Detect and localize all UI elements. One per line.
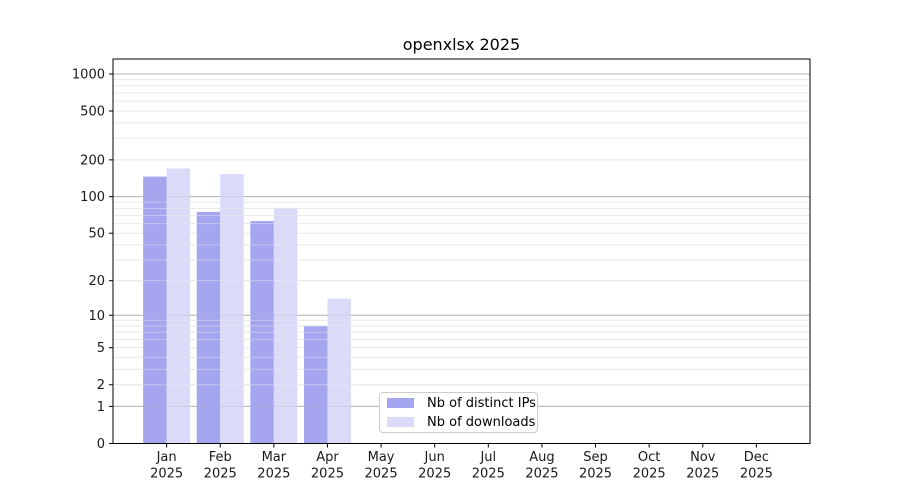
x-tick-label-month: Sep bbox=[583, 450, 608, 465]
y-tick-label: 200 bbox=[80, 153, 105, 168]
x-tick-label-year: 2025 bbox=[311, 467, 344, 482]
x-tick-label-month: May bbox=[368, 450, 395, 465]
x-tick-label-month: Dec bbox=[744, 450, 769, 465]
bar-downloads bbox=[166, 168, 191, 444]
x-tick-label-month: Jan bbox=[156, 450, 177, 465]
x-tick-label-year: 2025 bbox=[150, 467, 183, 482]
legend-label-distinct-ips: Nb of distinct IPs bbox=[427, 395, 536, 411]
bar-downloads bbox=[273, 207, 298, 444]
legend-swatch-downloads bbox=[387, 417, 414, 427]
bar-distinct-ips bbox=[143, 176, 167, 444]
bar-downloads bbox=[327, 298, 351, 444]
y-tick-label: 100 bbox=[80, 190, 105, 205]
x-tick-label-year: 2025 bbox=[686, 467, 719, 482]
plot-border bbox=[112, 58, 811, 444]
y-tick-label: 1000 bbox=[72, 68, 105, 83]
legend: Nb of distinct IPs Nb of downloads bbox=[379, 392, 538, 433]
x-tick-label-month: Jun bbox=[424, 450, 445, 465]
y-tick-label: 0 bbox=[97, 437, 105, 452]
legend-label-downloads: Nb of downloads bbox=[427, 414, 536, 430]
x-tick-label-year: 2025 bbox=[633, 467, 666, 482]
x-tick-label-month: Nov bbox=[690, 450, 716, 465]
x-tick-label-year: 2025 bbox=[579, 467, 612, 482]
x-tick-label-year: 2025 bbox=[365, 467, 398, 482]
x-tick-label-year: 2025 bbox=[740, 467, 773, 482]
x-tick-label-year: 2025 bbox=[525, 467, 558, 482]
legend-item-distinct-ips: Nb of distinct IPs bbox=[387, 396, 536, 411]
x-tick-label-year: 2025 bbox=[418, 467, 451, 482]
y-tick-label: 500 bbox=[80, 105, 105, 120]
y-tick-label: 5 bbox=[97, 341, 105, 356]
legend-swatch-distinct-ips bbox=[387, 398, 414, 408]
legend-item-downloads: Nb of downloads bbox=[387, 415, 535, 430]
bar-distinct-ips bbox=[250, 221, 274, 444]
bar-downloads bbox=[220, 174, 244, 444]
x-tick-label-month: Aug bbox=[529, 450, 554, 465]
x-tick-label-month: Feb bbox=[209, 450, 232, 465]
y-tick-label: 20 bbox=[88, 274, 105, 289]
bar-distinct-ips bbox=[196, 211, 221, 444]
x-tick-label-year: 2025 bbox=[257, 467, 290, 482]
x-tick-label-month: Apr bbox=[316, 450, 339, 465]
x-tick-label-month: Mar bbox=[262, 450, 287, 465]
y-tick-label: 1 bbox=[97, 400, 105, 415]
bar-distinct-ips bbox=[303, 325, 328, 444]
x-tick-label-month: Jul bbox=[479, 450, 496, 465]
x-tick-label-year: 2025 bbox=[204, 467, 237, 482]
x-tick-label-year: 2025 bbox=[472, 467, 505, 482]
y-tick-label: 10 bbox=[88, 309, 105, 324]
y-tick-label: 50 bbox=[88, 227, 105, 242]
y-tick-label: 2 bbox=[97, 378, 105, 393]
x-tick-label-month: Oct bbox=[638, 450, 660, 465]
